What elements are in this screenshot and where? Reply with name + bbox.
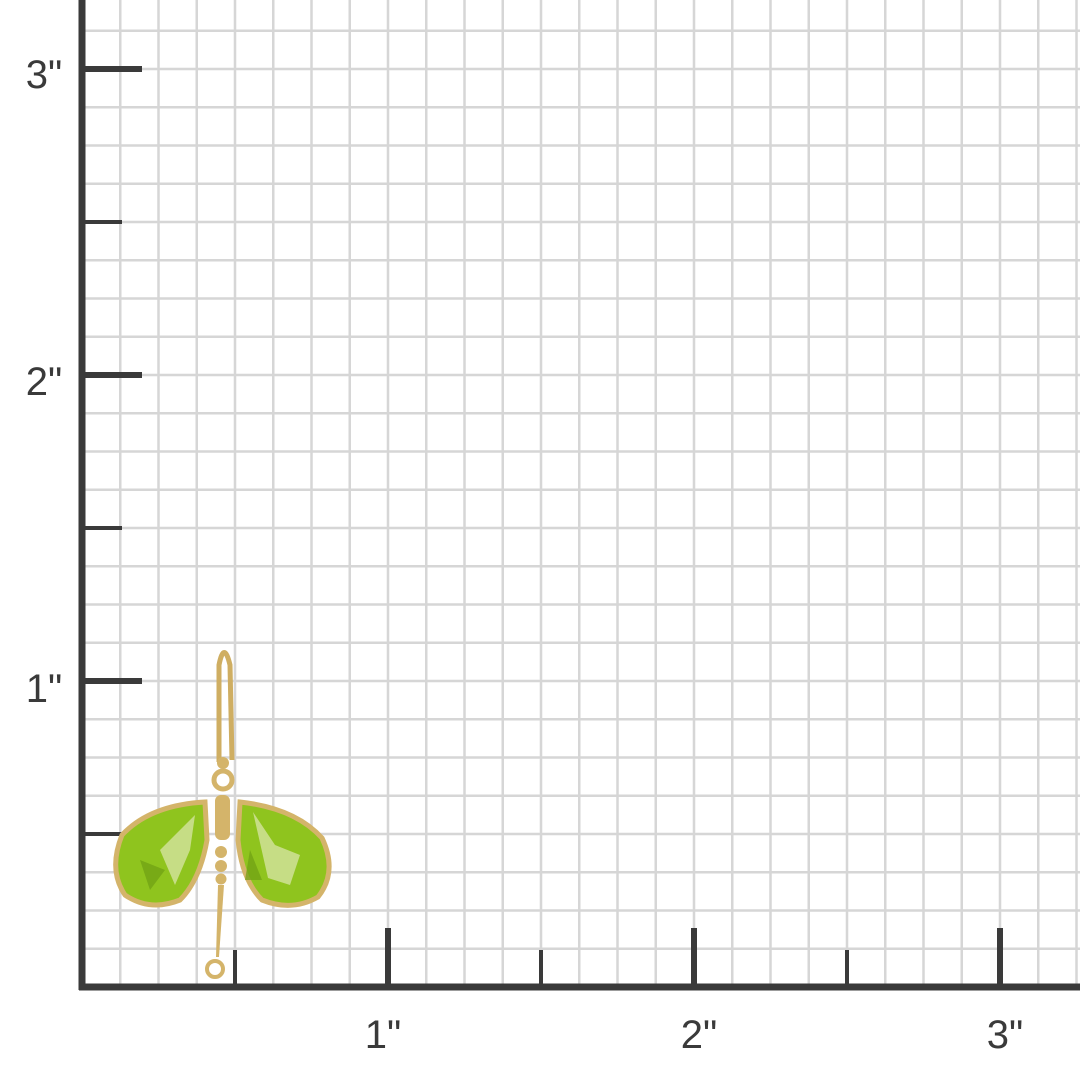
bead xyxy=(217,757,229,769)
stone-facet xyxy=(245,850,262,880)
x-label-3: 3" xyxy=(987,1013,1023,1057)
diamond-tip xyxy=(205,959,225,979)
dragonfly-body xyxy=(215,795,230,840)
y-label-1: 1" xyxy=(26,667,62,711)
grid-lines xyxy=(82,0,1080,987)
body-bead xyxy=(215,860,227,872)
stone-facet xyxy=(160,815,195,885)
ear-wire xyxy=(216,650,235,762)
jump-ring xyxy=(211,768,235,792)
stone-facet xyxy=(140,860,165,890)
x-label-2: 2" xyxy=(681,1013,717,1057)
ruler-ticks xyxy=(82,66,1003,987)
y-label-2: 2" xyxy=(26,360,62,404)
body-bead xyxy=(215,846,227,858)
stone-facet xyxy=(253,812,300,885)
earring-image xyxy=(113,650,332,979)
body-bead xyxy=(215,873,227,885)
x-label-1: 1" xyxy=(365,1013,401,1057)
y-label-3: 3" xyxy=(26,53,62,97)
dragonfly-tail xyxy=(216,885,224,957)
